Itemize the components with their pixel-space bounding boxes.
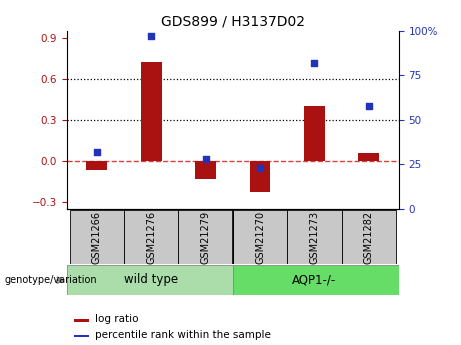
Bar [86, 161, 107, 170]
Bar [359, 153, 379, 161]
Point [365, 103, 372, 108]
Bar [141, 62, 161, 161]
Text: GSM21276: GSM21276 [146, 211, 156, 264]
Bar [124, 210, 178, 264]
Point [256, 165, 264, 171]
Bar [342, 210, 396, 264]
Title: GDS899 / H3137D02: GDS899 / H3137D02 [161, 14, 305, 29]
Text: AQP1-/-: AQP1-/- [292, 273, 337, 286]
Bar [74, 319, 89, 322]
Text: GSM21273: GSM21273 [309, 211, 319, 264]
Text: percentile rank within the sample: percentile rank within the sample [95, 331, 271, 340]
Bar [74, 335, 89, 337]
Text: log ratio: log ratio [95, 315, 138, 324]
Bar [178, 210, 233, 264]
Bar [233, 210, 287, 264]
Point [93, 149, 100, 155]
Text: wild type: wild type [124, 273, 178, 286]
Bar [250, 161, 270, 192]
Bar [287, 210, 342, 264]
Bar [304, 106, 325, 161]
Point [202, 156, 209, 162]
Bar [70, 210, 124, 264]
Bar [233, 265, 399, 295]
Text: GSM21266: GSM21266 [92, 211, 102, 264]
Text: GSM21279: GSM21279 [201, 211, 211, 264]
Bar [67, 265, 233, 295]
Text: GSM21270: GSM21270 [255, 211, 265, 264]
Point [311, 60, 318, 66]
Point [148, 33, 155, 39]
Text: genotype/variation: genotype/variation [5, 275, 97, 285]
Text: GSM21282: GSM21282 [364, 211, 374, 264]
Bar [195, 161, 216, 179]
